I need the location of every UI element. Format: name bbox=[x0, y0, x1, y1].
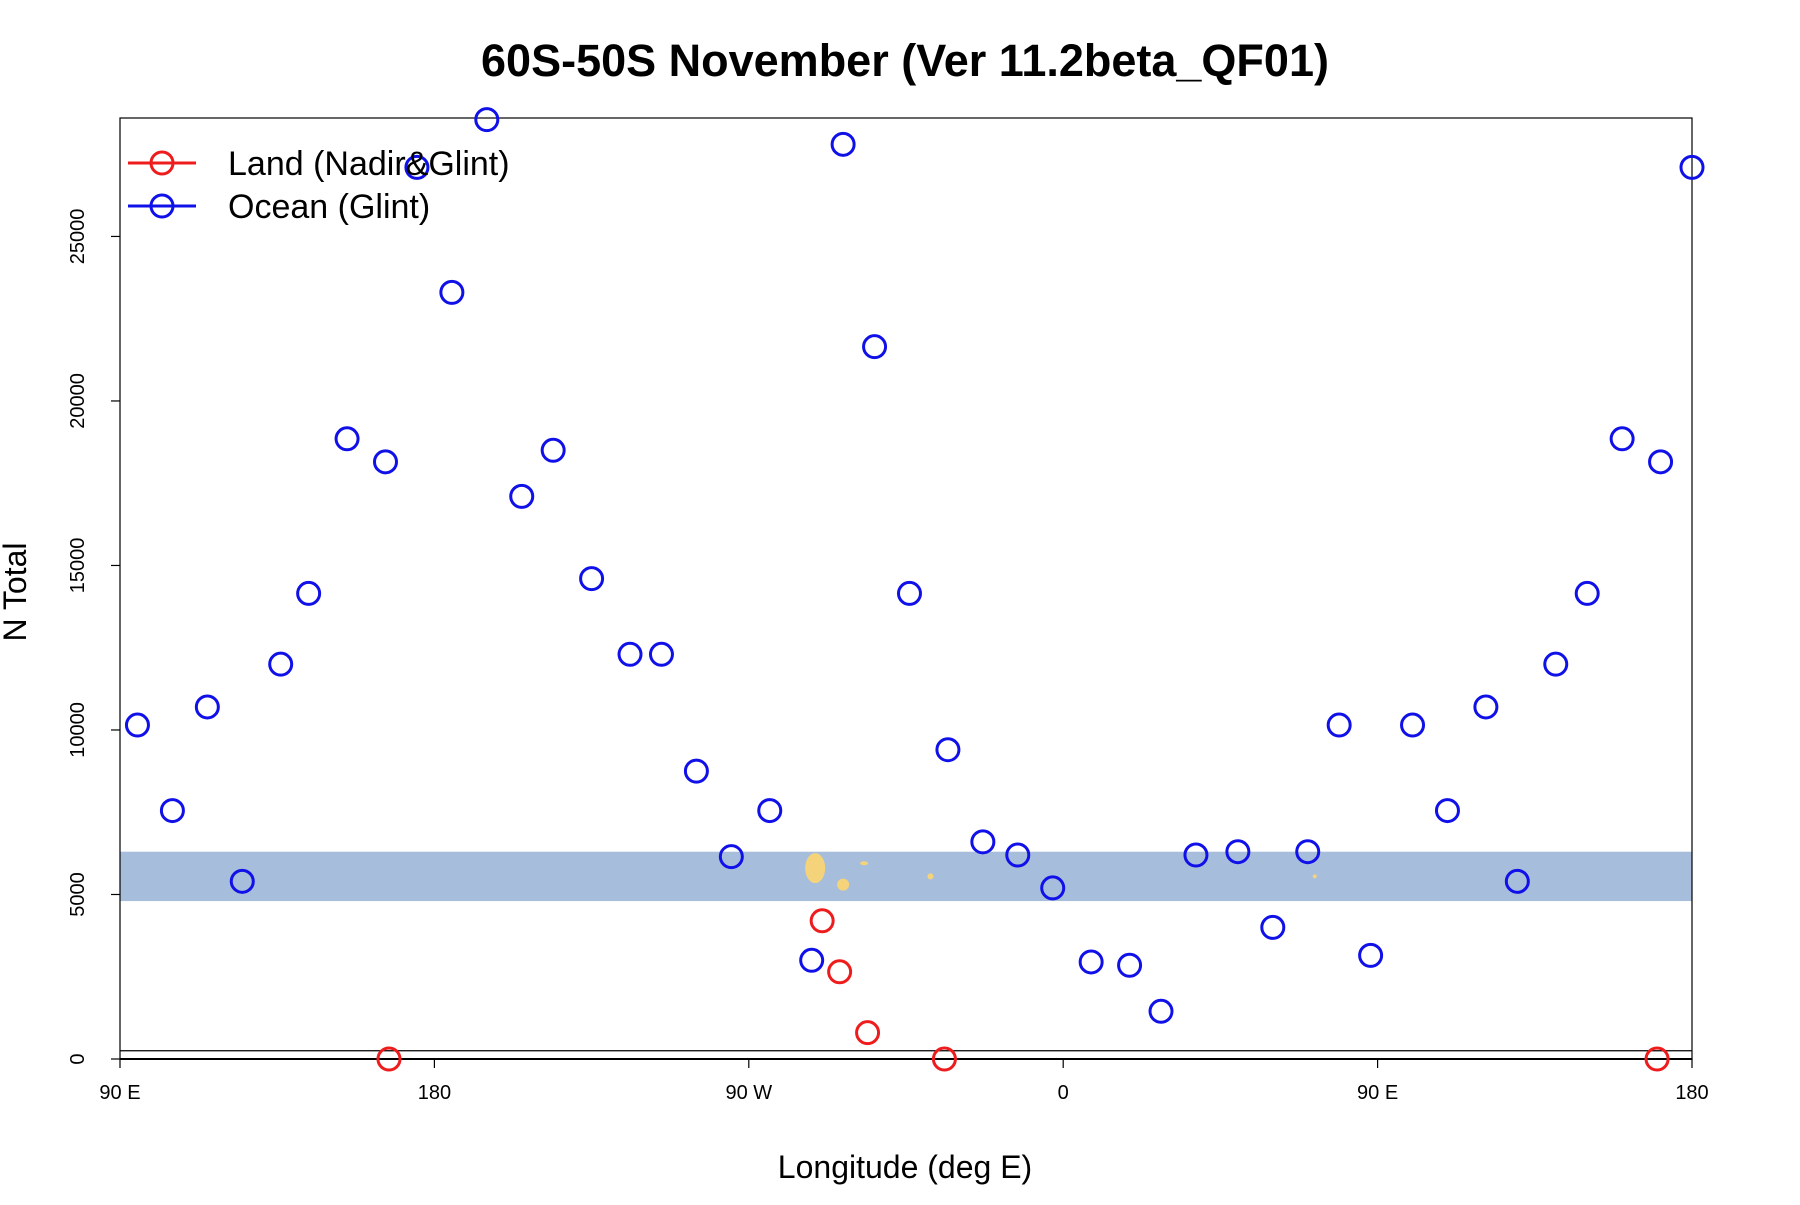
ocean-point bbox=[579, 566, 605, 592]
ocean-point bbox=[404, 154, 430, 180]
legend-entry-land: Land (Nadir&Glint) bbox=[128, 145, 510, 183]
legend-entry-ocean: Ocean (Glint) bbox=[128, 188, 430, 226]
land-point bbox=[376, 1046, 402, 1072]
chart-title: 60S-50S November (Ver 11.2beta_QF01) bbox=[481, 35, 1329, 86]
ocean-point bbox=[1005, 842, 1031, 868]
ocean-point bbox=[296, 580, 322, 606]
land-point bbox=[827, 959, 853, 985]
x-axis-label: Longitude (deg E) bbox=[778, 1149, 1032, 1185]
y-tick-label: 0 bbox=[67, 1053, 89, 1064]
ocean-point bbox=[799, 947, 825, 973]
ocean-point bbox=[1295, 839, 1321, 865]
y-tick-label: 20000 bbox=[67, 373, 89, 429]
ocean-point bbox=[439, 279, 465, 305]
legend: Land (Nadir&Glint) Ocean (Glint) bbox=[128, 145, 510, 226]
ocean-point bbox=[718, 844, 744, 870]
ocean-point bbox=[935, 737, 961, 763]
ocean-point bbox=[1183, 842, 1209, 868]
ocean-point bbox=[617, 641, 643, 667]
map-land-patch bbox=[1312, 874, 1317, 879]
ocean-point bbox=[1543, 651, 1569, 677]
ocean-point bbox=[1434, 798, 1460, 824]
ocean-point bbox=[757, 798, 783, 824]
ocean-point bbox=[229, 868, 255, 894]
ocean-point bbox=[970, 829, 996, 855]
y-tick-label: 10000 bbox=[67, 702, 89, 758]
ocean-point bbox=[540, 437, 566, 463]
x-tick-label: 0 bbox=[1058, 1082, 1069, 1104]
ocean-point bbox=[194, 694, 220, 720]
map-land-patch bbox=[927, 873, 934, 880]
ocean-point bbox=[1358, 942, 1384, 968]
ocean-point bbox=[334, 426, 360, 452]
y-tick-label: 25000 bbox=[67, 209, 89, 265]
y-axis: 0 5000 10000 15000 20000 25000 bbox=[67, 209, 120, 1065]
map-land-patch bbox=[837, 878, 850, 891]
plot-frame bbox=[119, 117, 1693, 1060]
ocean-point bbox=[862, 334, 888, 360]
ocean-point bbox=[1504, 868, 1530, 894]
data-points bbox=[124, 107, 1705, 1072]
land-point bbox=[931, 1046, 957, 1072]
x-tick-label: 90 E bbox=[1357, 1082, 1398, 1104]
land-point bbox=[809, 908, 835, 934]
ocean-point bbox=[474, 107, 500, 133]
land-point bbox=[1644, 1046, 1670, 1072]
ocean-point bbox=[1609, 426, 1635, 452]
legend-marker-land bbox=[149, 150, 175, 176]
x-tick-label: 180 bbox=[1675, 1082, 1708, 1104]
ocean-point bbox=[896, 580, 922, 606]
ocean-point bbox=[1078, 949, 1104, 975]
series-land bbox=[376, 908, 1670, 1072]
ocean-point bbox=[1400, 712, 1426, 738]
ocean-point bbox=[1473, 694, 1499, 720]
y-tick-label: 5000 bbox=[67, 872, 89, 917]
legend-marker-ocean bbox=[149, 193, 175, 219]
reference-lines bbox=[120, 1050, 1692, 1060]
ocean-point bbox=[372, 449, 398, 475]
ocean-point bbox=[1326, 712, 1352, 738]
ocean-point bbox=[1117, 952, 1143, 978]
legend-label-land: Land (Nadir&Glint) bbox=[228, 145, 510, 183]
series-ocean bbox=[124, 107, 1705, 1024]
map-ocean-band bbox=[120, 851, 1692, 902]
ocean-point bbox=[1225, 839, 1251, 865]
ocean-point bbox=[1260, 914, 1286, 940]
y-tick-label: 15000 bbox=[67, 538, 89, 594]
y-axis-label: N Total bbox=[0, 542, 33, 641]
x-tick-label: 180 bbox=[418, 1082, 451, 1104]
x-tick-label: 90 E bbox=[99, 1082, 140, 1104]
inset-map-band bbox=[120, 851, 1692, 902]
ocean-point bbox=[1148, 998, 1174, 1024]
legend-label-ocean: Ocean (Glint) bbox=[228, 188, 430, 226]
ocean-point bbox=[268, 651, 294, 677]
ocean-point bbox=[648, 641, 674, 667]
ocean-point bbox=[1040, 875, 1066, 901]
land-point bbox=[855, 1020, 881, 1046]
ocean-point bbox=[1648, 449, 1674, 475]
x-tick-label: 90 W bbox=[725, 1082, 772, 1104]
ocean-point bbox=[509, 483, 535, 509]
ocean-point bbox=[124, 712, 150, 738]
ocean-point bbox=[1679, 154, 1705, 180]
ocean-point bbox=[1574, 580, 1600, 606]
ocean-point bbox=[683, 758, 709, 784]
map-land-south-america bbox=[805, 853, 826, 884]
map-land-patches bbox=[805, 853, 1317, 891]
x-axis: 90 E 180 90 W 0 90 E 180 bbox=[99, 1059, 1709, 1104]
map-land-patch bbox=[860, 861, 869, 866]
ocean-point bbox=[159, 798, 185, 824]
ocean-point bbox=[830, 131, 856, 157]
